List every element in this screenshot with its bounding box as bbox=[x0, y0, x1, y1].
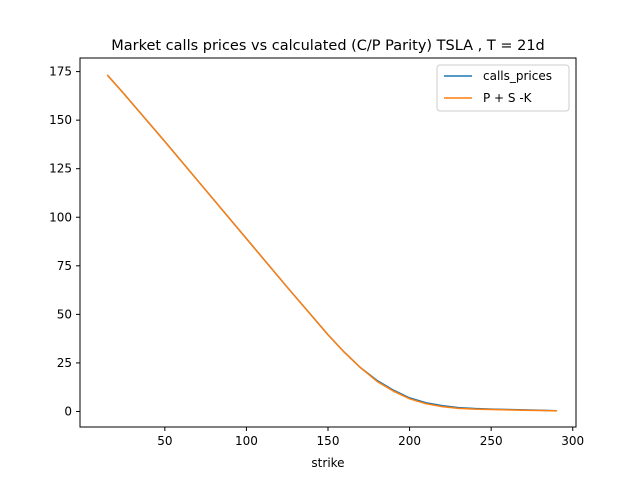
y-tick-label: 50 bbox=[57, 307, 72, 321]
legend-label-calls-prices: calls_prices bbox=[483, 69, 552, 83]
chart-title: Market calls prices vs calculated (C/P P… bbox=[111, 38, 545, 54]
y-tick-label: 125 bbox=[49, 162, 72, 176]
y-tick-label: 25 bbox=[57, 356, 72, 370]
y-tick-label: 175 bbox=[49, 65, 72, 79]
legend-label-parity: P + S -K bbox=[483, 91, 533, 105]
y-tick-label: 0 bbox=[64, 404, 72, 418]
x-axis-label: strike bbox=[311, 456, 344, 470]
lines-layer bbox=[106, 74, 558, 412]
y-tick-label: 150 bbox=[49, 113, 72, 127]
x-tick-label: 100 bbox=[235, 434, 258, 448]
x-tick-label: 250 bbox=[480, 434, 503, 448]
y-tick-label: 100 bbox=[49, 210, 72, 224]
x-tick-label: 200 bbox=[398, 434, 421, 448]
x-tick-label: 150 bbox=[317, 434, 340, 448]
ticks-layer: 50 100 150 200 250 300 0 25 50 75 100 125 150 175 bbox=[49, 65, 584, 448]
plot-frame bbox=[79, 57, 577, 428]
legend: calls_prices P + S -K bbox=[436, 64, 570, 112]
series-line-parity bbox=[106, 74, 558, 412]
y-tick-label: 75 bbox=[57, 259, 72, 273]
x-tick-label: 300 bbox=[561, 434, 584, 448]
x-tick-label: 50 bbox=[157, 434, 172, 448]
